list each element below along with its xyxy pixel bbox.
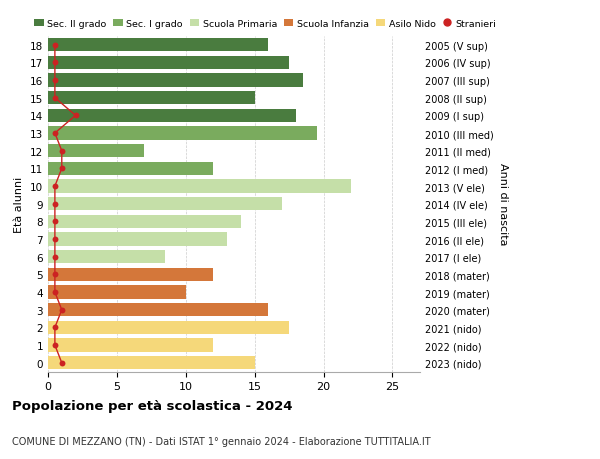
Bar (48, 56, 289, 70)
Bar (48, 215, 241, 229)
Point (50, 130, 59, 137)
Bar (48, 180, 351, 193)
Point (50, 42, 59, 49)
Point (50, 201, 59, 208)
Bar (48, 145, 145, 158)
Bar (48, 109, 296, 123)
Point (50, 324, 59, 331)
Text: COMUNE DI MEZZANO (TN) - Dati ISTAT 1° gennaio 2024 - Elaborazione TUTTITALIA.IT: COMUNE DI MEZZANO (TN) - Dati ISTAT 1° g… (12, 436, 431, 446)
Point (50, 271, 59, 279)
Bar (48, 74, 303, 87)
Point (50, 60, 59, 67)
Bar (48, 92, 254, 105)
Point (57, 148, 67, 155)
Point (50, 183, 59, 190)
Bar (48, 321, 289, 334)
Point (50, 77, 59, 84)
Point (50, 253, 59, 261)
Point (50, 95, 59, 102)
Point (57, 359, 67, 367)
Bar (48, 268, 214, 281)
Point (50, 341, 59, 349)
Legend: Sec. II grado, Sec. I grado, Scuola Primaria, Scuola Infanzia, Asilo Nido, Stran: Sec. II grado, Sec. I grado, Scuola Prim… (34, 20, 496, 28)
Bar (48, 286, 186, 299)
Bar (48, 356, 254, 369)
Bar (48, 162, 214, 176)
Point (50, 236, 59, 243)
Bar (48, 251, 165, 264)
Bar (48, 127, 317, 140)
Bar (48, 303, 268, 317)
Bar (48, 198, 282, 211)
Y-axis label: Anni di nascita: Anni di nascita (497, 163, 508, 246)
Point (71, 112, 80, 120)
Bar (48, 39, 268, 52)
Point (50, 289, 59, 296)
Point (50, 218, 59, 225)
Point (57, 165, 67, 173)
Bar (48, 339, 214, 352)
Text: Popolazione per età scolastica - 2024: Popolazione per età scolastica - 2024 (12, 399, 293, 412)
Bar (48, 233, 227, 246)
Y-axis label: Età alunni: Età alunni (14, 176, 25, 232)
Point (57, 307, 67, 314)
